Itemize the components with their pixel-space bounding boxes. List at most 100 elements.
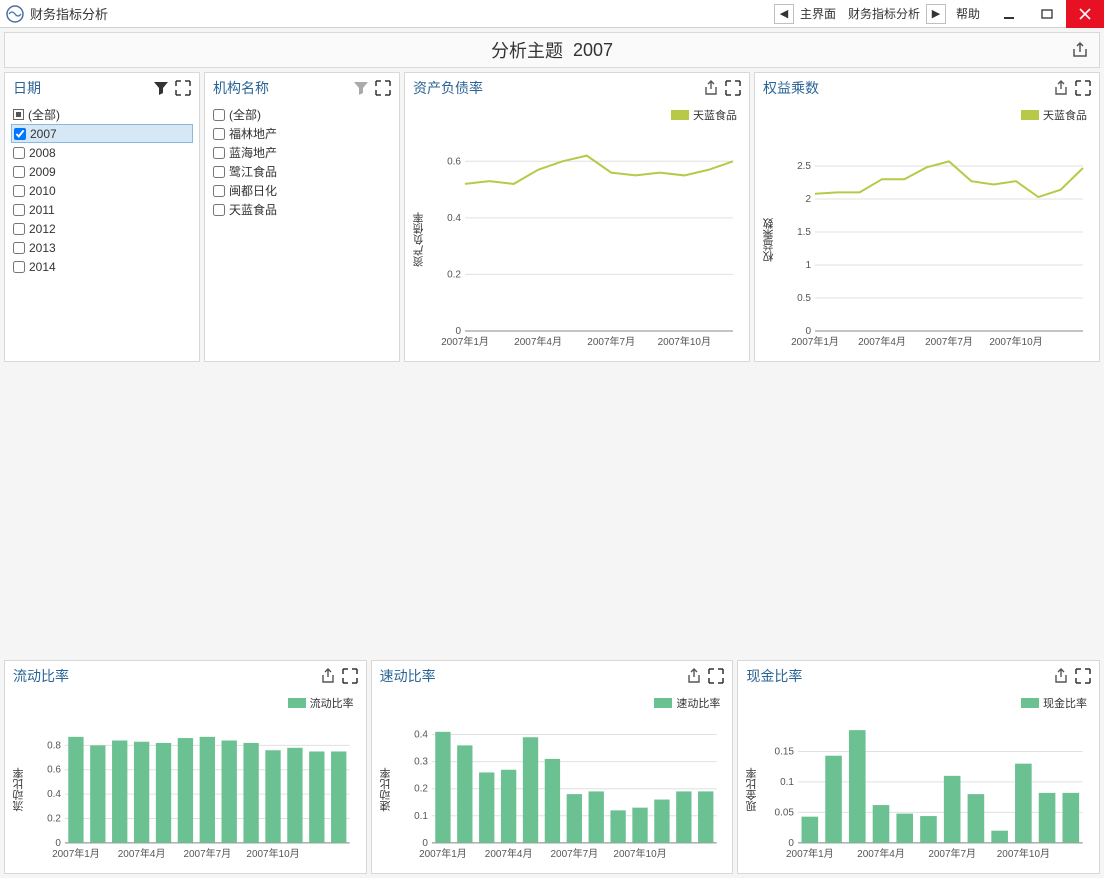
- svg-text:0.2: 0.2: [47, 813, 61, 824]
- filter-checkbox[interactable]: [13, 166, 25, 178]
- filter-item[interactable]: 2013: [11, 238, 193, 257]
- filter-item[interactable]: (全部): [211, 105, 393, 124]
- svg-text:0: 0: [455, 326, 461, 337]
- export-icon[interactable]: [703, 80, 719, 96]
- date-filter-title: 日期: [13, 78, 41, 98]
- filter-item[interactable]: 福林地产: [211, 124, 393, 143]
- filter-checkbox[interactable]: [213, 109, 225, 121]
- export-icon[interactable]: [1053, 80, 1069, 96]
- filter-item[interactable]: 2012: [11, 219, 193, 238]
- ylabel: 权益乘数: [759, 127, 779, 353]
- svg-text:0.6: 0.6: [447, 156, 461, 167]
- titlebar: 财务指标分析 ◀ 主界面 财务指标分析 ▶ 帮助: [0, 0, 1104, 28]
- filter-checkbox[interactable]: [13, 242, 25, 254]
- filter-item-label: (全部): [28, 106, 60, 123]
- filter-item-label: 2013: [29, 241, 56, 255]
- filter-item-label: 2009: [29, 165, 56, 179]
- svg-text:0.1: 0.1: [780, 777, 794, 788]
- filter-checkbox[interactable]: [13, 223, 25, 235]
- expand-icon[interactable]: [175, 80, 191, 96]
- filter-item-label: (全部): [229, 106, 261, 123]
- filter-checkbox[interactable]: [14, 128, 26, 140]
- date-filter-panel: 日期 (全部)20072008 2009 2010 2011 2012 2013 2014: [4, 72, 200, 362]
- filter-checkbox[interactable]: [213, 204, 225, 216]
- filter-icon[interactable]: [353, 80, 369, 96]
- asset-liability-panel: 资产负债率 天蓝食品 资产负债率 00.20.40.62007年1月2007年4…: [404, 72, 750, 362]
- nav-next-button[interactable]: ▶: [926, 4, 946, 24]
- filter-checkbox[interactable]: [213, 185, 225, 197]
- svg-text:2007年1月: 2007年1月: [419, 847, 467, 860]
- expand-icon[interactable]: [375, 80, 391, 96]
- filter-checkbox[interactable]: [13, 185, 25, 197]
- equity-multiplier-chart: 00.511.522.52007年1月2007年4月2007年7月2007年10…: [779, 127, 1091, 353]
- svg-text:0.2: 0.2: [414, 784, 428, 795]
- filter-item[interactable]: 2007: [11, 124, 193, 143]
- breadcrumb-current[interactable]: 财务指标分析: [848, 5, 920, 22]
- svg-text:0.8: 0.8: [47, 740, 61, 751]
- filter-item[interactable]: 鹭江食品: [211, 162, 393, 181]
- filter-item-label: 2012: [29, 222, 56, 236]
- svg-text:0: 0: [55, 838, 61, 849]
- filter-checkbox[interactable]: [13, 147, 25, 159]
- svg-text:2007年1月: 2007年1月: [786, 847, 834, 860]
- ylabel: 流动比率: [9, 715, 29, 865]
- expand-icon[interactable]: [1075, 668, 1091, 684]
- filter-item[interactable]: 2008: [11, 143, 193, 162]
- filter-checkbox[interactable]: [213, 128, 225, 140]
- app-icon: [6, 5, 24, 23]
- export-icon[interactable]: [1071, 41, 1089, 59]
- filter-item[interactable]: 蓝海地产: [211, 143, 393, 162]
- maximize-button[interactable]: [1028, 0, 1066, 28]
- cash-ratio-chart: 00.050.10.152007年1月2007年4月2007年7月2007年10…: [762, 715, 1091, 865]
- svg-text:0.05: 0.05: [775, 807, 795, 818]
- filter-item[interactable]: 2014: [11, 257, 193, 276]
- minimize-button[interactable]: [990, 0, 1028, 28]
- expand-icon[interactable]: [708, 668, 724, 684]
- current-ratio-chart: 00.20.40.60.82007年1月2007年4月2007年7月2007年1…: [29, 715, 358, 865]
- topic-value: 2007: [573, 40, 613, 61]
- svg-text:2007年7月: 2007年7月: [183, 847, 231, 860]
- svg-text:2007年7月: 2007年7月: [929, 847, 977, 860]
- filter-item[interactable]: 天蓝食品: [211, 200, 393, 219]
- legend-label: 流动比率: [310, 695, 354, 711]
- legend-swatch: [288, 698, 306, 708]
- nav-prev-button[interactable]: ◀: [774, 4, 794, 24]
- ylabel: 速动比率: [376, 715, 396, 865]
- filter-item[interactable]: 2010: [11, 181, 193, 200]
- svg-text:1: 1: [805, 260, 811, 271]
- breadcrumb-prev[interactable]: 主界面: [800, 5, 836, 22]
- svg-text:2007年7月: 2007年7月: [925, 335, 973, 348]
- filter-checkbox[interactable]: [213, 166, 225, 178]
- export-icon[interactable]: [1053, 668, 1069, 684]
- export-icon[interactable]: [686, 668, 702, 684]
- ylabel: 现金比率: [742, 715, 762, 865]
- date-filter-list: (全部)20072008 2009 2010 2011 2012 2013 2014: [5, 103, 199, 278]
- bottom-grid: 流动比率 流动比率 流动比率 00.20.40.60.82007年1月2007年…: [0, 660, 1104, 878]
- filter-checkbox[interactable]: [13, 204, 25, 216]
- filter-icon[interactable]: [153, 80, 169, 96]
- svg-text:2007年10月: 2007年10月: [658, 335, 711, 348]
- legend-swatch: [1021, 110, 1039, 120]
- export-icon[interactable]: [320, 668, 336, 684]
- filter-checkbox[interactable]: [213, 147, 225, 159]
- equity-multiplier-panel: 权益乘数 天蓝食品 权益乘数 00.511.522.52007年1月2007年4…: [754, 72, 1100, 362]
- filter-item[interactable]: (全部): [11, 105, 193, 124]
- org-filter-title: 机构名称: [213, 78, 269, 98]
- checkbox-indeterminate-icon[interactable]: [13, 109, 24, 120]
- svg-text:0.15: 0.15: [775, 746, 795, 757]
- filter-item[interactable]: 2009: [11, 162, 193, 181]
- filter-item[interactable]: 闽都日化: [211, 181, 393, 200]
- filter-checkbox[interactable]: [13, 261, 25, 273]
- expand-icon[interactable]: [1075, 80, 1091, 96]
- svg-text:0: 0: [789, 838, 795, 849]
- filter-item[interactable]: 2011: [11, 200, 193, 219]
- legend-label: 天蓝食品: [693, 107, 737, 123]
- window-title: 财务指标分析: [30, 4, 108, 23]
- close-button[interactable]: [1066, 0, 1104, 28]
- expand-icon[interactable]: [342, 668, 358, 684]
- equity-multiplier-legend: 天蓝食品: [755, 103, 1099, 123]
- filter-item-label: 2010: [29, 184, 56, 198]
- filter-item-label: 蓝海地产: [229, 144, 277, 161]
- expand-icon[interactable]: [725, 80, 741, 96]
- help-link[interactable]: 帮助: [956, 5, 980, 22]
